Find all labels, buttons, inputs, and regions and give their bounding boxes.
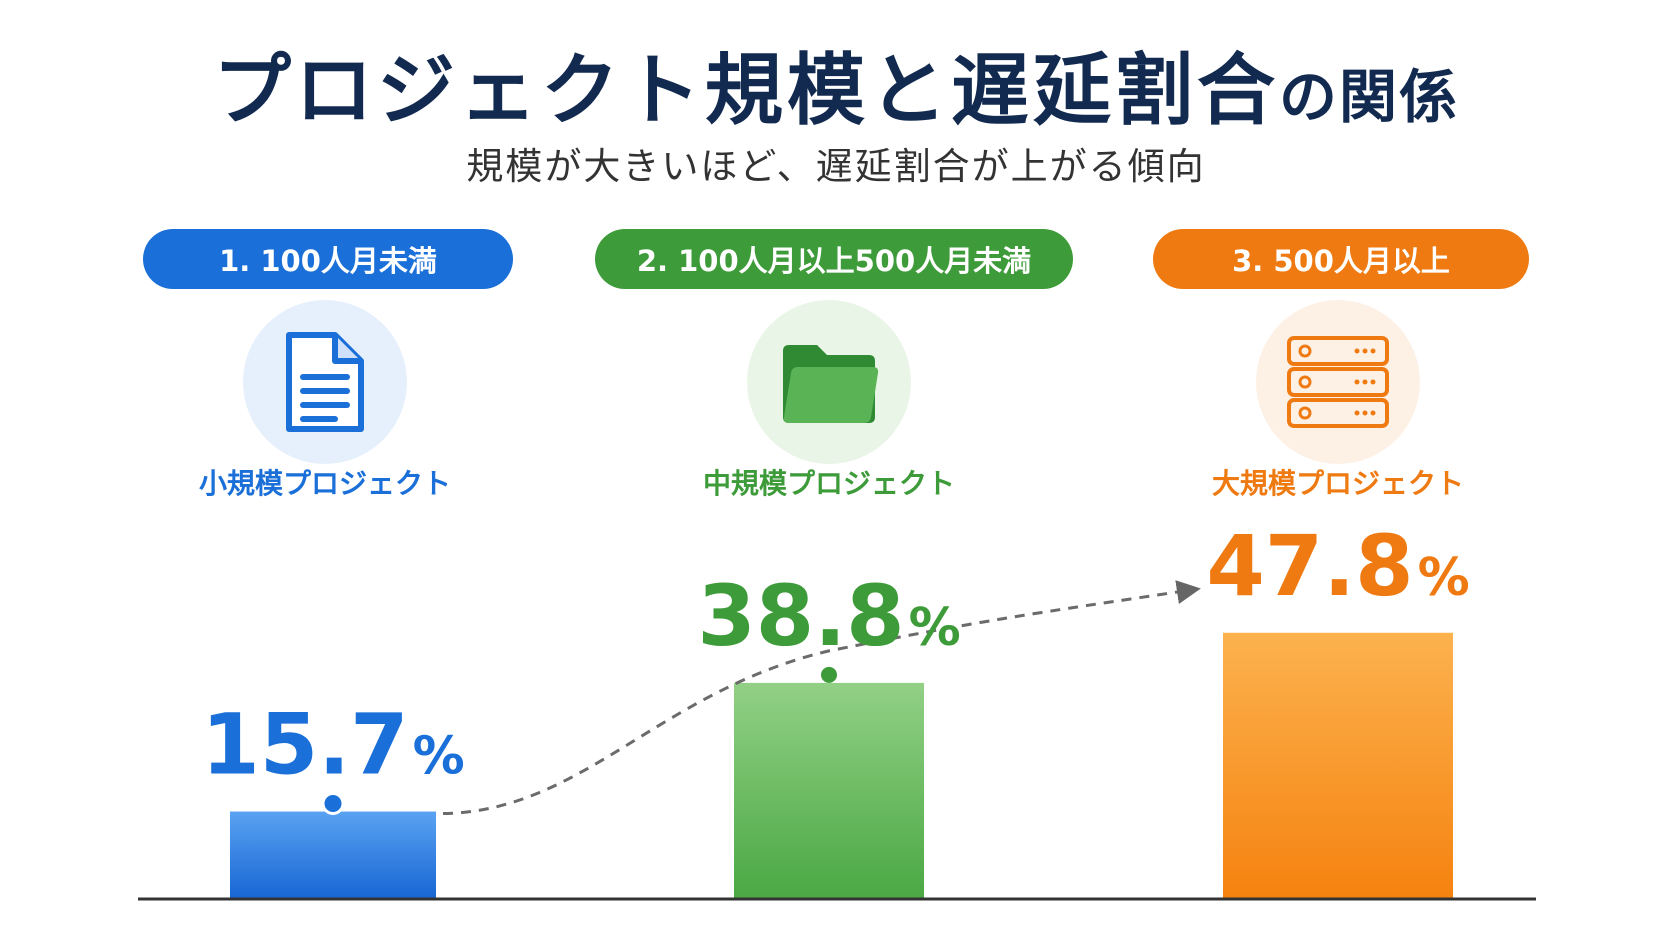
category-pill-medium: 2. 100人月以上500人月未満 <box>595 229 1073 289</box>
trend-point-medium <box>821 666 837 683</box>
category-label-medium: 中規模プロジェクト <box>702 467 955 500</box>
category-label-large: 大規模プロジェクト <box>1211 467 1464 500</box>
folder-icon <box>747 300 911 464</box>
chart-subtitle: 規模が大きいほど、遅延割合が上がる傾向 <box>466 145 1206 188</box>
category-pill-large: 3. 500人月以上 <box>1153 229 1529 289</box>
value-label-medium: 38.8% <box>697 567 960 665</box>
server-icon <box>1256 300 1420 464</box>
category-pill-small: 1. 100人月未満 <box>143 229 513 289</box>
trend-arrow <box>442 580 1201 816</box>
bar-medium <box>734 682 924 899</box>
category-label-small: 小規模プロジェクト <box>198 467 451 500</box>
bar-small <box>230 811 436 899</box>
value-label-large: 47.8% <box>1206 517 1469 615</box>
value-label-small: 15.7% <box>201 696 464 794</box>
document-icon <box>243 300 407 464</box>
chart-title: プロジェクト規模と遅延割合の関係 <box>212 46 1460 136</box>
trend-point-small <box>321 792 345 816</box>
bar-large <box>1223 632 1453 899</box>
